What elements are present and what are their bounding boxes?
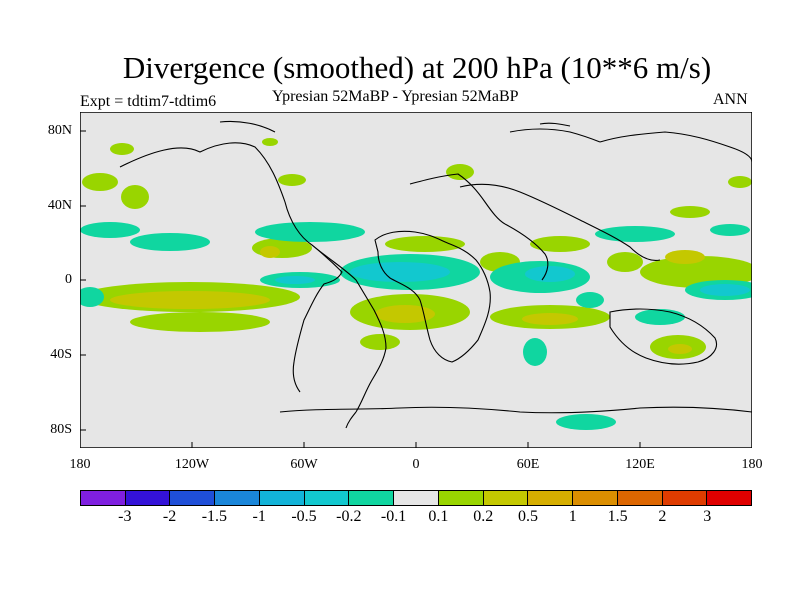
colorbar-label: -1.5 [201, 508, 228, 525]
colorbar-swatch [215, 491, 260, 505]
y-label-80s: 80S [50, 422, 72, 437]
x-label-120w: 120W [174, 457, 210, 472]
divergence-map [80, 112, 752, 448]
negative-core-regions [275, 262, 750, 296]
colorbar [80, 490, 752, 506]
plot-title: Divergence (smoothed) at 200 hPa (10**6 … [122, 50, 712, 85]
colorbar-swatch [394, 491, 439, 505]
colorbar-label: 0.2 [473, 508, 494, 525]
x-label-120e: 120E [625, 457, 655, 472]
colorbar-label: 0.5 [518, 508, 538, 525]
colorbar-swatch [483, 491, 529, 505]
positive-core-regions [110, 246, 705, 354]
colorbar-swatch [573, 491, 618, 505]
colorbar-swatch [125, 491, 171, 505]
colorbar-swatch [259, 491, 305, 505]
experiment-label: Expt = tdtim7-tdtim6 [80, 93, 217, 110]
colorbar-swatch [170, 491, 216, 505]
colorbar-swatch [662, 491, 708, 505]
contour-fills [80, 138, 752, 430]
colorbar-label: -0.1 [380, 508, 407, 525]
colorbar-label: 0.1 [428, 508, 449, 525]
colorbar-swatch [349, 491, 395, 505]
colorbar-swatch [81, 491, 126, 505]
x-label-60e: 60E [516, 457, 540, 472]
x-label-60w: 60W [290, 457, 318, 472]
colorbar-label: -2 [162, 508, 177, 525]
y-label-0: 0 [65, 272, 72, 287]
y-label-40s: 40S [50, 347, 72, 362]
period-subtitle: Ypresian 52MaBP - Ypresian 52MaBP [272, 88, 519, 105]
colorbar-swatch [617, 491, 663, 505]
colorbar-label: -0.2 [336, 508, 362, 525]
colorbar-label: 2 [658, 508, 667, 525]
season-label: ANN [713, 91, 748, 108]
y-label-40n: 40N [47, 198, 72, 213]
colorbar-swatch [707, 491, 752, 505]
colorbar-swatch [528, 491, 574, 505]
x-label-180w: 180 [69, 457, 91, 472]
y-label-80n: 80N [47, 123, 72, 138]
colorbar-label: 1.5 [607, 508, 628, 525]
colorbar-label: -1 [252, 508, 266, 525]
axis-ticks [80, 130, 641, 448]
colorbar-label: -3 [118, 508, 132, 525]
colorbar-label: 1 [568, 508, 577, 525]
colorbar-label: -0.5 [291, 508, 317, 525]
colorbar-swatch [304, 491, 350, 505]
x-label-0: 0 [412, 457, 420, 472]
colorbar-label: 3 [703, 508, 712, 525]
colorbar-swatch [438, 491, 484, 505]
coastlines [119, 120, 752, 429]
x-label-180e: 180 [741, 457, 763, 472]
